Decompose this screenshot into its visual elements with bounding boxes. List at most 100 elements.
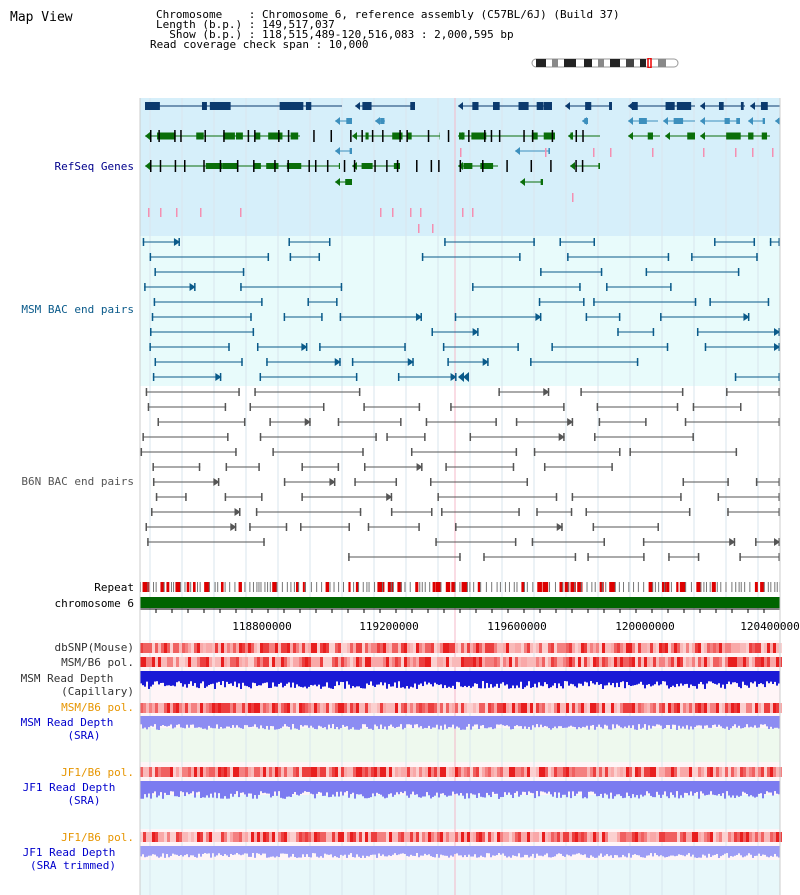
heat-cell — [641, 643, 644, 653]
depth-bar — [596, 716, 598, 727]
track-label-msm-b6-pol-2[interactable]: MSM/B6 pol. — [61, 701, 134, 714]
depth-bar — [532, 846, 534, 854]
heat-cell — [497, 767, 500, 777]
heat-cell — [392, 832, 395, 842]
track-label-msm-bac[interactable]: MSM BAC end pairs — [21, 303, 134, 316]
depth-bar — [594, 671, 596, 685]
heat-cell — [530, 767, 533, 777]
depth-bar — [388, 716, 390, 727]
heat-cell — [338, 832, 341, 842]
depth-bar — [334, 671, 336, 686]
depth-bar — [168, 716, 170, 726]
depth-bar — [250, 781, 252, 794]
bac-end — [185, 493, 187, 501]
depth-bar — [320, 781, 322, 793]
bac-end — [395, 478, 398, 486]
gene-exon — [227, 163, 233, 169]
heat-cell — [455, 832, 458, 842]
bac-end — [740, 403, 742, 411]
track-label-jf1-depth-sra[interactable]: JF1 Read Depth (SRA) — [0, 781, 134, 807]
gene-exon — [631, 102, 638, 110]
repeat-mark — [220, 582, 224, 592]
depth-bar — [186, 716, 188, 725]
bac-arrow — [463, 372, 469, 382]
track-label-chromosome[interactable]: chromosome 6 — [54, 597, 134, 610]
depth-bar — [692, 846, 694, 855]
track-label-refseq[interactable]: RefSeq Genes — [54, 160, 134, 173]
depth-bar — [620, 781, 622, 796]
depth-bar — [762, 671, 764, 685]
depth-bar — [632, 781, 634, 795]
heat-cell — [632, 767, 635, 777]
heat-cell — [758, 832, 761, 842]
depth-bar — [728, 781, 730, 796]
heat-cell — [746, 832, 749, 842]
track-label-jf1-depth-trimmed[interactable]: JF1 Read Depth (SRA trimmed) — [0, 846, 134, 872]
depth-bar — [704, 781, 706, 796]
depth-bar — [720, 671, 722, 688]
depth-bar — [162, 671, 164, 683]
bac-end — [337, 418, 340, 426]
depth-bar — [330, 846, 332, 855]
heat-cell — [737, 767, 740, 777]
heat-cell — [440, 703, 443, 713]
depth-bar — [654, 671, 656, 685]
depth-bar — [720, 716, 722, 727]
bac-end — [397, 373, 400, 381]
depth-bar — [156, 671, 158, 682]
heat-cell — [704, 767, 707, 777]
depth-bar — [250, 846, 252, 857]
depth-bar — [438, 781, 440, 798]
track-label-msm-b6-pol-1[interactable]: MSM/B6 pol. — [61, 656, 134, 669]
repeat-mark — [333, 582, 335, 592]
depth-bar — [444, 671, 446, 686]
depth-bar — [396, 846, 398, 856]
depth-bar — [504, 671, 506, 686]
depth-bar — [450, 671, 452, 688]
depth-bar — [240, 671, 242, 689]
heat-cell — [329, 703, 332, 713]
bac-end — [444, 238, 446, 246]
depth-bar — [276, 781, 278, 796]
track-label-b6n-bac[interactable]: B6N BAC end pairs — [21, 475, 134, 488]
depth-bar — [216, 671, 218, 683]
depth-bar — [310, 671, 312, 685]
depth-bar — [568, 671, 570, 686]
heat-cell — [419, 643, 422, 653]
depth-bar — [584, 781, 586, 798]
heat-cell — [305, 703, 308, 713]
depth-bar — [418, 846, 420, 858]
heat-cell — [659, 703, 662, 713]
track-label-repeat[interactable]: Repeat — [94, 581, 134, 594]
track-label-msm-depth-sra[interactable]: MSM Read Depth (SRA) — [0, 716, 134, 742]
depth-bar — [176, 716, 178, 725]
track-label-dbsnp[interactable]: dbSNP(Mouse) — [54, 641, 134, 654]
axis-tick-label: 118800000 — [232, 620, 292, 633]
depth-bar — [534, 781, 536, 799]
bac-end — [431, 508, 433, 516]
depth-bar — [556, 671, 558, 689]
axis-tick-label: 120400000 — [740, 620, 800, 633]
heat-cell — [455, 643, 458, 653]
heat-cell — [677, 832, 680, 842]
depth-bar — [572, 781, 574, 792]
heat-cell — [731, 832, 734, 842]
depth-bar — [200, 671, 202, 684]
depth-bar — [772, 671, 774, 685]
heat-cell — [728, 657, 731, 667]
chromosome-ideogram[interactable] — [530, 53, 680, 69]
heat-cell — [257, 643, 260, 653]
track-label-jf1-pol-2[interactable]: JF1/B6 pol. — [61, 831, 134, 844]
gene-exon-mark — [482, 160, 484, 172]
bac-end — [363, 463, 366, 471]
depth-bar — [592, 671, 594, 684]
heat-cell — [734, 703, 737, 713]
depth-bar — [730, 671, 732, 685]
bac-end — [526, 478, 529, 486]
depth-bar — [304, 716, 306, 726]
repeat-mark — [744, 582, 746, 592]
track-label-jf1-pol-1[interactable]: JF1/B6 pol. — [61, 766, 134, 779]
track-label-msm-depth-capillary[interactable]: MSM Read Depth (Capillary) — [0, 672, 134, 698]
repeat-mark — [508, 582, 510, 592]
